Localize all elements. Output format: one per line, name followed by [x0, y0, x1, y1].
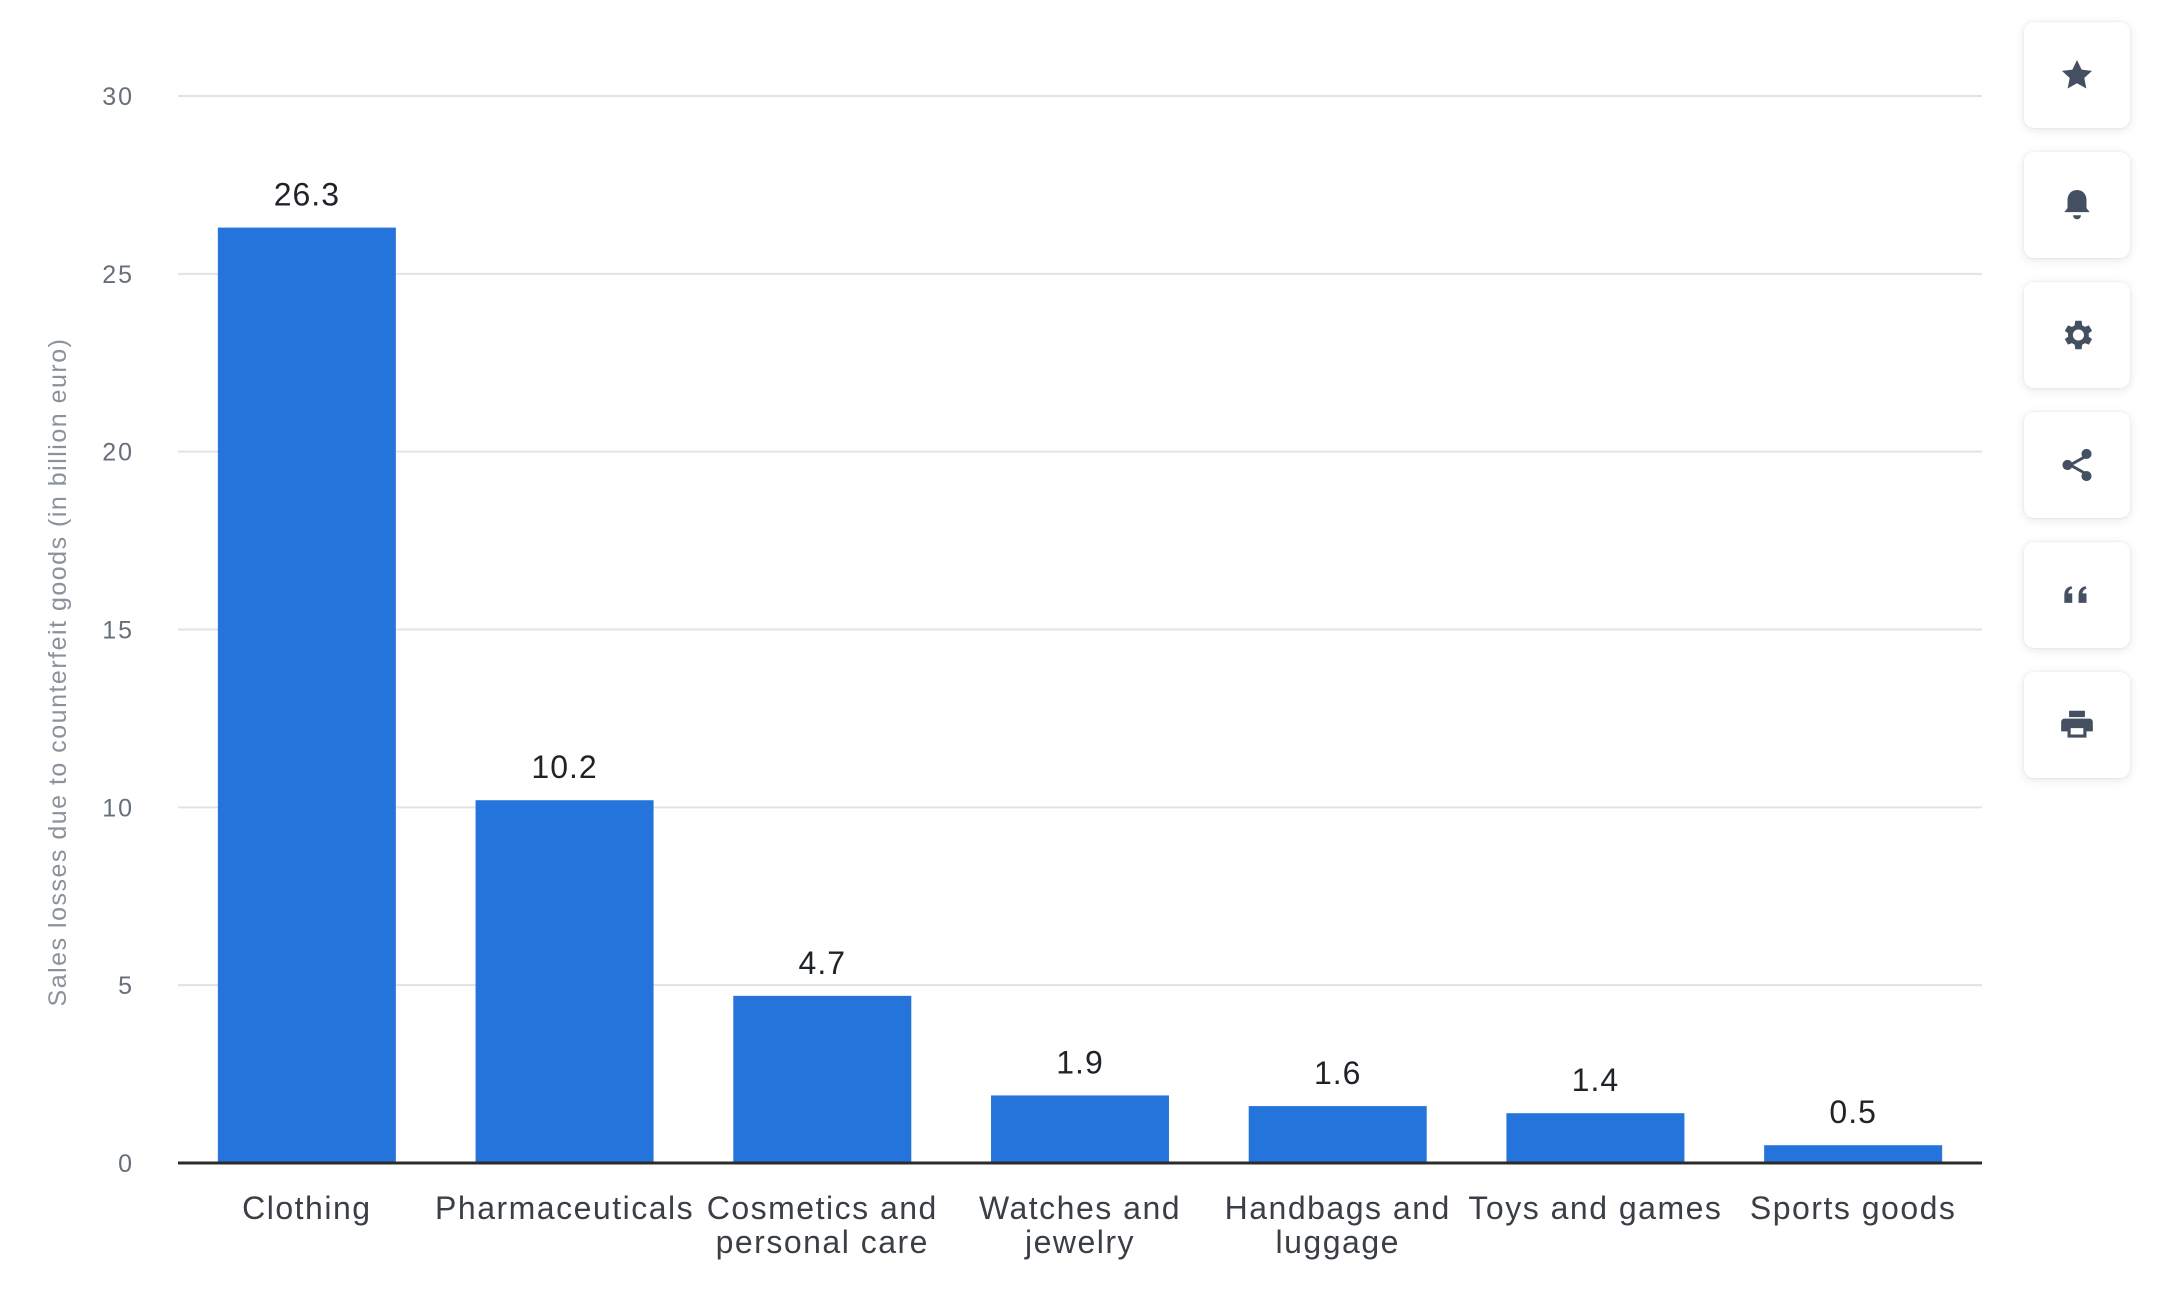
y-tick-label: 0 [118, 1150, 134, 1178]
y-tick-label: 20 [102, 439, 134, 467]
notification-button[interactable] [2024, 152, 2130, 258]
data-label: 0.5 [1829, 1094, 1876, 1130]
bars [178, 227, 1982, 1165]
chart-area: 26.3 10.2 4.7 1.9 1.6 1.4 0.5 0 5 10 15 20 25 30 Clo… [44, 83, 1982, 1260]
print-button[interactable] [2024, 672, 2130, 778]
x-tick-label: Handbags and luggage [1225, 1190, 1451, 1260]
data-label: 26.3 [274, 177, 340, 213]
x-tick-label: Pharmaceuticals [435, 1190, 694, 1226]
quote-icon [2064, 586, 2087, 603]
bar[interactable] [475, 800, 654, 1163]
bell-icon [2064, 189, 2090, 220]
printer-icon [2061, 710, 2093, 738]
settings-button[interactable] [2024, 282, 2130, 388]
grid [178, 95, 1982, 987]
data-label: 1.4 [1572, 1062, 1619, 1098]
cite-button[interactable] [2024, 542, 2130, 648]
gear-icon [2064, 320, 2093, 350]
y-axis-label: Sales losses due to counterfeit goods (i… [44, 338, 72, 1007]
y-axis-ticks: 0 5 10 15 20 25 30 [102, 83, 134, 1178]
share-icon [2062, 448, 2092, 482]
share-button[interactable] [2024, 412, 2130, 518]
bar-chart: 26.3 10.2 4.7 1.9 1.6 1.4 0.5 0 5 10 15 20 25 30 Clo… [44, 83, 1982, 1260]
data-label: 10.2 [531, 749, 597, 785]
y-tick-label: 10 [102, 794, 134, 822]
bar[interactable] [991, 1095, 1169, 1163]
x-tick-label: Sports goods [1750, 1190, 1957, 1226]
data-label: 1.6 [1314, 1055, 1361, 1091]
data-labels: 26.3 10.2 4.7 1.9 1.6 1.4 0.5 [274, 177, 1876, 1131]
y-tick-label: 30 [102, 83, 134, 111]
y-tick-label: 15 [102, 617, 134, 645]
y-tick-label: 25 [102, 261, 134, 289]
x-tick-label: Clothing [242, 1190, 371, 1226]
x-axis-ticks: Clothing Pharmaceuticals Cosmetics and pers… [242, 1190, 1957, 1260]
data-label: 4.7 [799, 945, 846, 981]
toolbar [2024, 22, 2134, 802]
bar[interactable] [1506, 1113, 1685, 1163]
favorite-button[interactable] [2024, 22, 2130, 128]
bar[interactable] [217, 227, 396, 1163]
bar[interactable] [733, 995, 912, 1163]
data-label: 1.9 [1056, 1044, 1103, 1080]
x-tick-label: Watches and jewelry [979, 1190, 1181, 1260]
x-tick-label: Toys and games [1468, 1190, 1722, 1226]
bar[interactable] [1764, 1145, 1943, 1163]
x-tick-label: Cosmetics and personal care [707, 1190, 938, 1260]
y-tick-label: 5 [118, 972, 134, 1000]
bar[interactable] [1248, 1106, 1427, 1163]
star-icon [2061, 59, 2093, 89]
